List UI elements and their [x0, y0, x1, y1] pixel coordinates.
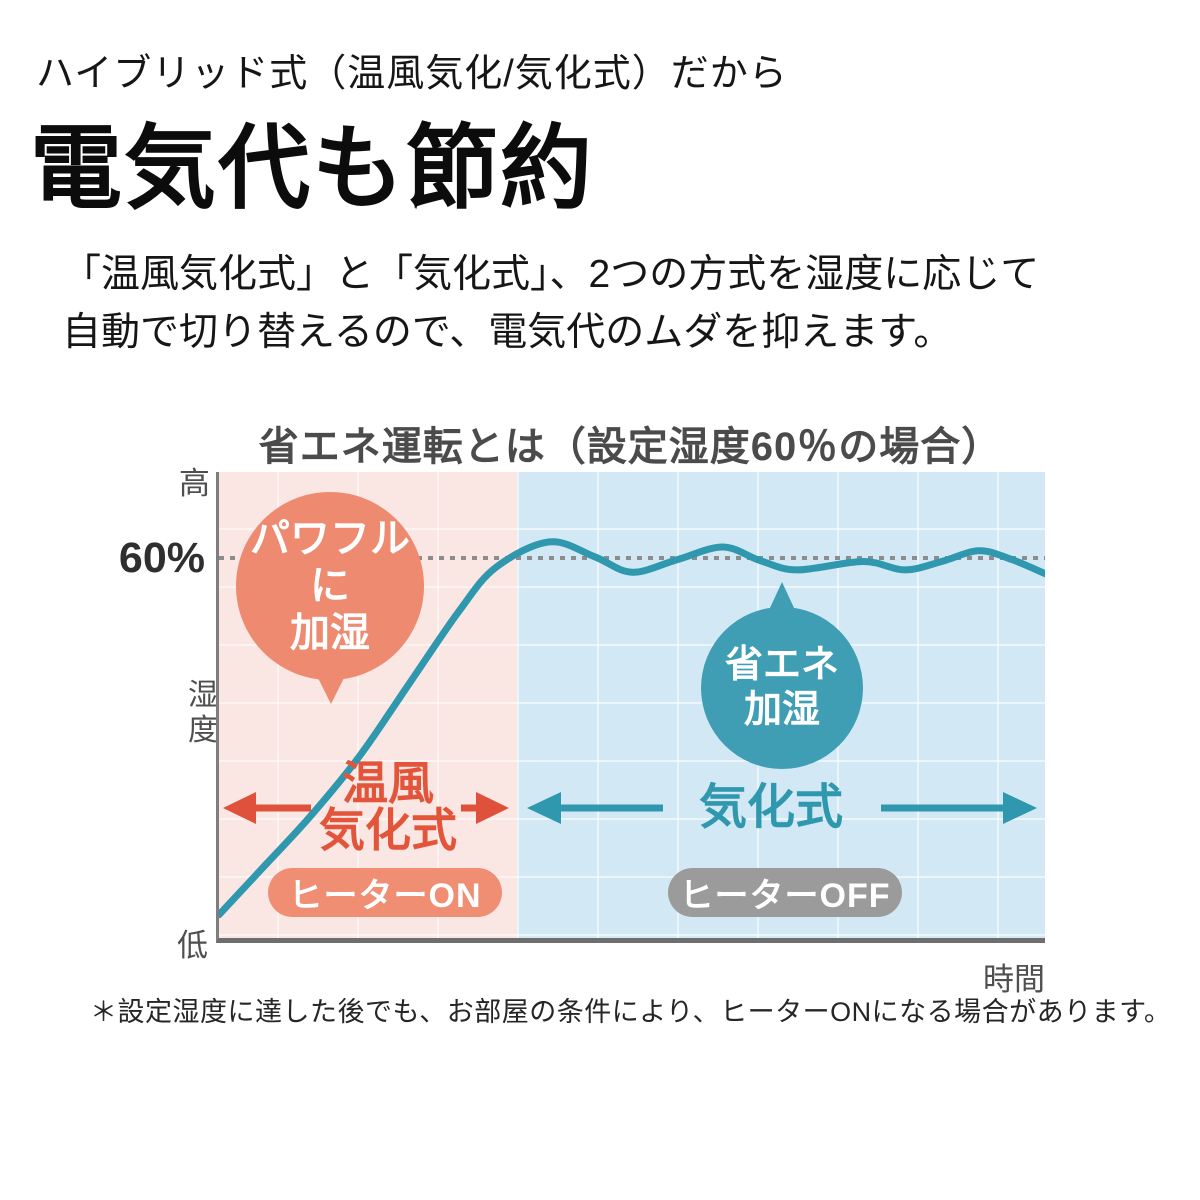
humidity-curve	[219, 538, 1045, 919]
powerful-humidify-balloon: パワフルに 加湿	[236, 492, 424, 680]
heater-on-badge: ヒーターON	[268, 868, 502, 917]
intro-line-1: 「温風気化式」と「気化式」、2つの方式を湿度に応じて	[62, 253, 1040, 296]
y-axis-high-label: 高	[179, 466, 210, 501]
eco-balloon-tail	[769, 582, 795, 610]
kicker-heading: ハイブリッド式（温風気化/気化式）だから	[36, 53, 788, 95]
powerful-balloon-line-1: パワフルに	[250, 516, 410, 608]
phase-range-arrows	[223, 792, 1037, 824]
humidity-chart-plot: パワフルに 加湿 省エネ 加湿	[216, 472, 1045, 943]
warm-phase-label: 温風 気化式	[288, 760, 488, 854]
plot-inner: パワフルに 加湿 省エネ 加湿	[219, 472, 1045, 938]
eco-balloon-line-2: 加湿	[743, 689, 820, 731]
intro-line-2: 自動で切り替えるので、電気代のムダを抑えます。	[62, 311, 953, 354]
intro-paragraph: 「温風気化式」と「気化式」、2つの方式を湿度に応じて 自動で切り替えるので、電気…	[62, 246, 1039, 362]
vapor-phase-arrow	[527, 792, 1037, 824]
y-axis-title: 湿度	[188, 679, 218, 747]
x-axis-title: 時間	[983, 962, 1045, 997]
chart-title: 省エネ運転とは（設定湿度60％の場合）	[258, 425, 1003, 469]
warm-phase-label-line-2: 気化式	[319, 804, 457, 856]
warm-phase-label-line-1: 温風	[342, 757, 434, 809]
y-axis-setpoint-label: 60%	[118, 534, 205, 582]
eco-balloon-line-1: 省エネ	[724, 644, 839, 686]
setpoint-dotted-line	[219, 556, 1045, 560]
powerful-balloon-line-2: 加湿	[290, 610, 370, 655]
main-headline: 電気代も節約	[30, 118, 595, 220]
footnote: ＊設定湿度に達した後でも、お部屋の条件により、ヒーターONになる場合があります。	[90, 997, 1172, 1027]
vapor-phase-label: 気化式	[698, 781, 843, 834]
eco-humidify-balloon: 省エネ 加湿	[701, 607, 863, 769]
y-axis-low-label: 低	[177, 928, 208, 963]
heater-off-badge: ヒーターOFF	[668, 868, 902, 917]
humidity-curve-path	[219, 538, 1045, 919]
warm-phase-arrow	[223, 792, 509, 824]
